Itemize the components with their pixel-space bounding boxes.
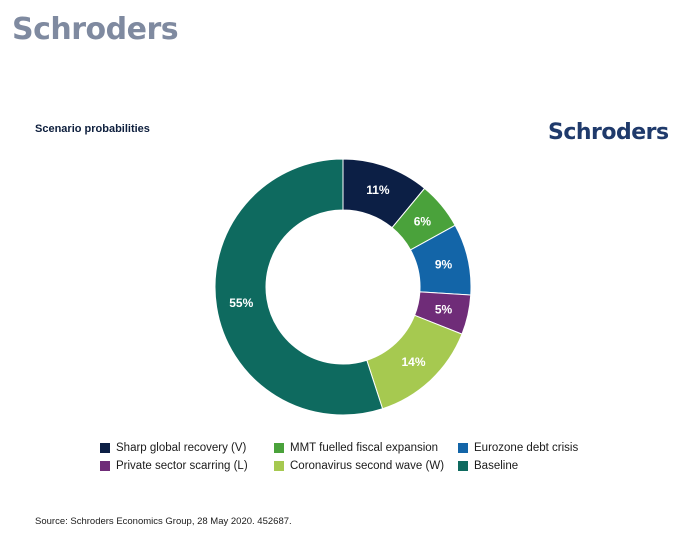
legend-item-3: Eurozone debt crisis	[458, 442, 618, 454]
legend-swatch-4	[100, 461, 110, 471]
legend-swatch-2	[274, 443, 284, 453]
legend-swatch-6	[458, 461, 468, 471]
legend-label-4: Private sector scarring (L)	[116, 460, 248, 472]
legend-label-5: Coronavirus second wave (W)	[290, 460, 445, 472]
legend-label-2: MMT fuelled fiscal expansion	[290, 442, 439, 454]
legend-swatch-1	[100, 443, 110, 453]
legend-label-1: Sharp global recovery (V)	[116, 442, 247, 454]
slice-label-4: 5%	[435, 302, 453, 316]
slice-label-1: 11%	[366, 183, 390, 197]
legend-item-5: Coronavirus second wave (W)	[274, 460, 458, 472]
slice-label-2: 6%	[414, 214, 432, 228]
schroders-logo-chart: Schroders	[548, 120, 669, 145]
slice-label-3: 9%	[435, 258, 453, 272]
legend-item-2: MMT fuelled fiscal expansion	[274, 442, 458, 454]
schroders-logo-top: Schroders	[12, 12, 179, 47]
legend-label-6: Baseline	[474, 460, 519, 472]
legend-item-4: Private sector scarring (L)	[100, 460, 274, 472]
legend-swatch-5	[274, 461, 284, 471]
slice-label-6: 55%	[229, 296, 253, 310]
legend-swatch-3	[458, 443, 468, 453]
chart-title: Scenario probabilities	[35, 123, 150, 135]
legend-item-1: Sharp global recovery (V)	[100, 442, 274, 454]
source-note: Source: Schroders Economics Group, 28 Ma…	[35, 516, 292, 527]
slice-label-5: 14%	[401, 355, 425, 369]
chart-legend: Sharp global recovery (V) MMT fuelled fis…	[100, 442, 618, 472]
donut-slice-6	[214, 158, 384, 416]
legend-item-6: Baseline	[458, 460, 618, 472]
legend-label-3: Eurozone debt crisis	[474, 442, 579, 454]
